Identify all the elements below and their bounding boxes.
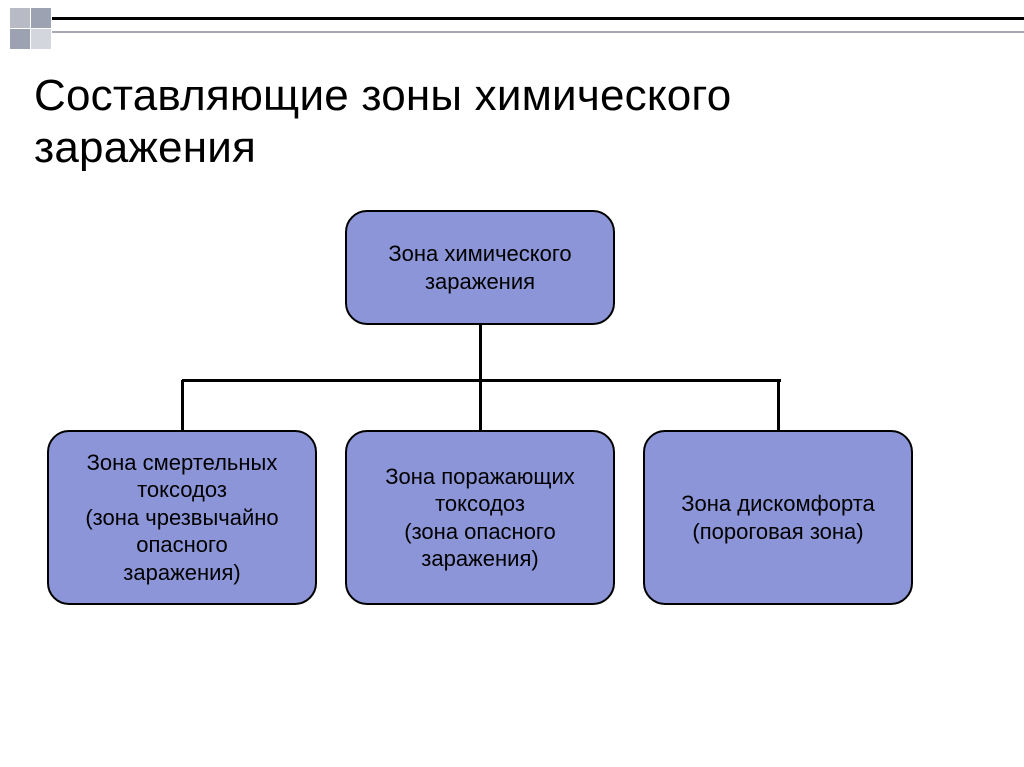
decor-square [10, 29, 30, 49]
header-rule-thin [52, 31, 1024, 33]
connector-v [777, 380, 780, 430]
decor-square [31, 8, 51, 28]
decor-square [10, 8, 30, 28]
node-child1: Зона смертельныхтоксодоз(зона чрезвычайн… [47, 430, 317, 605]
header-rule-thick [52, 17, 1024, 20]
node-child2: Зона поражающихтоксодоз(зона опасногозар… [345, 430, 615, 605]
decor-square [31, 29, 51, 49]
slide-title: Составляющие зоны химическогозаражения [34, 70, 731, 174]
node-root: Зона химическогозаражения [345, 210, 615, 325]
hierarchy-diagram: Зона химическогозараженияЗона смертельны… [0, 200, 1024, 700]
connector-v [181, 380, 184, 430]
connector-v [479, 380, 482, 430]
node-child3: Зона дискомфорта(пороговая зона) [643, 430, 913, 605]
connector-h [182, 379, 781, 382]
connector-v [479, 325, 482, 380]
corner-decor [10, 8, 51, 49]
